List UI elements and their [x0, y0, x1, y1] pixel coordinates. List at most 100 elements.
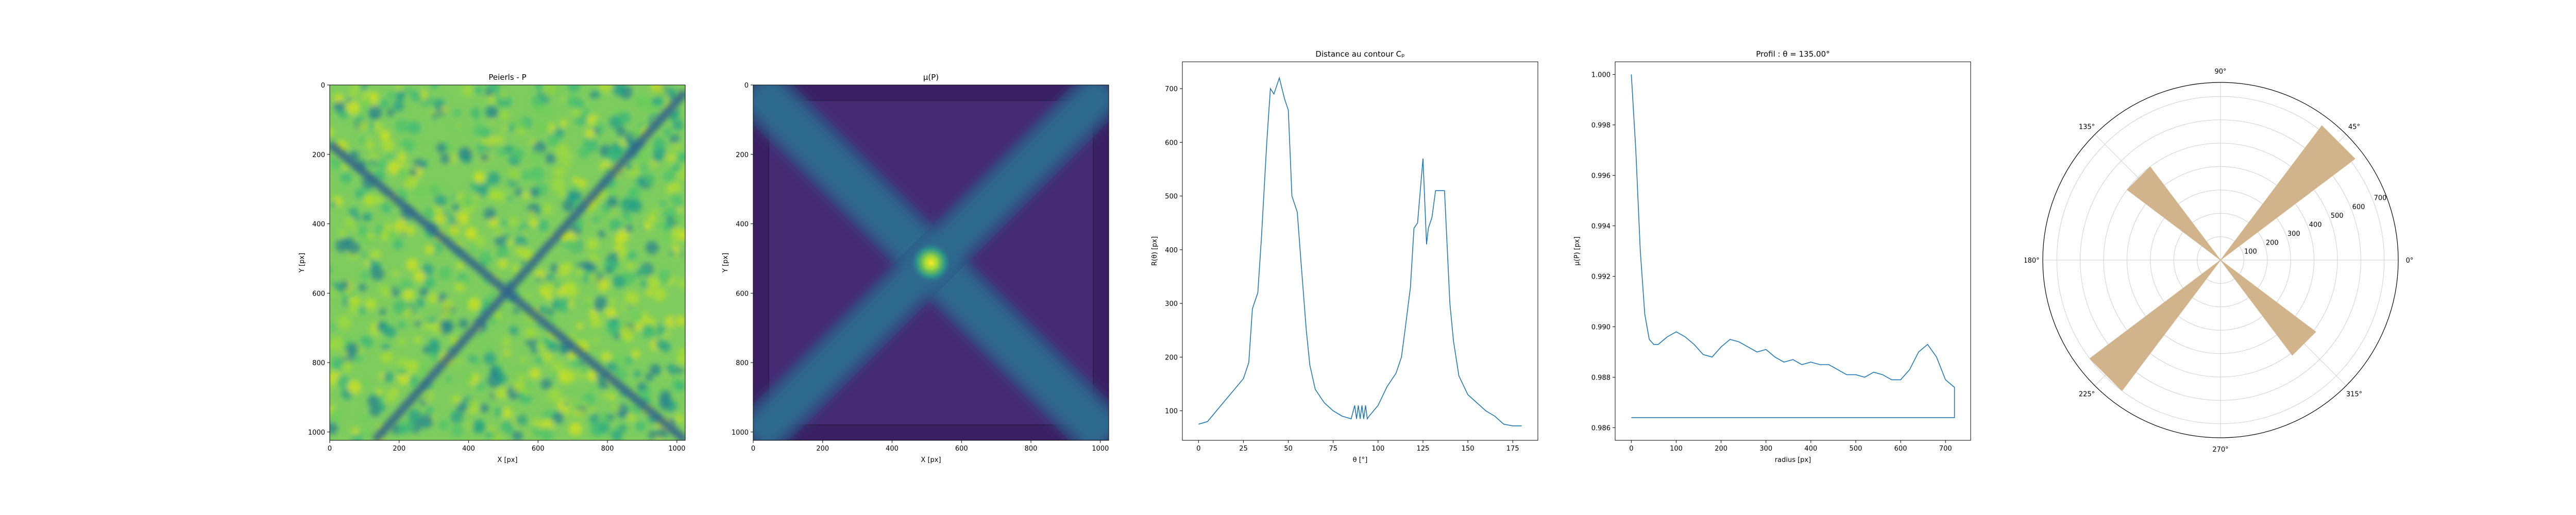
peierls-noise-blob	[588, 272, 598, 283]
peierls-noise-blob	[330, 336, 345, 351]
peierls-noise-blob	[359, 136, 366, 143]
peierls-noise-blob	[356, 224, 368, 236]
peierls-xtick-label: 200	[393, 445, 405, 453]
peierls-noise-blob	[539, 104, 553, 118]
peierls-noise-blob	[399, 147, 405, 153]
peierls-noise-blob	[392, 100, 404, 112]
mu-xtick-label: 200	[816, 445, 829, 453]
peierls-noise-blob	[569, 422, 583, 436]
peierls-noise-blob	[596, 210, 608, 221]
peierls-noise-blob	[522, 229, 528, 234]
peierls-noise-blob	[359, 283, 367, 291]
profile-xtick-label: 300	[1759, 445, 1772, 453]
peierls-noise-blob	[451, 424, 464, 437]
mu-title: μ(P)	[923, 73, 939, 82]
peierls-noise-blob	[349, 306, 359, 316]
distance-ytick-label: 600	[1165, 139, 1178, 147]
peierls-noise-blob	[458, 147, 473, 162]
peierls-noise-blob	[475, 183, 489, 197]
peierls-noise-blob	[345, 342, 359, 356]
peierls-noise-blob	[335, 239, 349, 253]
peierls-noise-blob	[330, 422, 338, 435]
peierls-noise-blob	[379, 308, 386, 315]
peierls-noise-blob	[532, 419, 541, 427]
peierls-noise-blob	[392, 388, 398, 394]
peierls-noise-blob	[438, 420, 449, 431]
peierls-noise-blob	[489, 292, 496, 299]
peierls-noise-blob	[368, 301, 375, 307]
polar-radial-label: 300	[2287, 230, 2300, 238]
peierls-noise-blob	[372, 322, 379, 328]
peierls-noise-blob	[606, 196, 618, 208]
peierls-noise-blob	[598, 377, 609, 389]
peierls-noise-blob	[397, 153, 406, 162]
peierls-noise-blob	[543, 85, 557, 97]
peierls-noise-blob	[652, 287, 666, 301]
distance-ytick-label: 400	[1165, 247, 1178, 254]
peierls-noise-blob	[470, 107, 481, 117]
peierls-noise-blob	[576, 322, 583, 330]
peierls-noise-blob	[502, 339, 510, 347]
peierls-noise-blob	[409, 168, 418, 177]
distance-ytick-label: 500	[1165, 193, 1178, 201]
peierls-noise-blob	[413, 184, 428, 199]
polar-angle-label: 270°	[2212, 446, 2228, 454]
peierls-noise-blob	[476, 333, 485, 342]
peierls-noise-blob	[580, 367, 588, 375]
polar-arm	[2220, 125, 2355, 261]
peierls-noise-blob	[591, 337, 599, 344]
peierls-noise-blob	[364, 97, 372, 104]
peierls-noise-blob	[535, 356, 544, 364]
peierls-noise-blob	[469, 181, 479, 190]
peierls-noise-blob	[618, 111, 631, 125]
mu-ytick-label: 200	[736, 151, 749, 159]
peierls-noise-blob	[567, 153, 573, 159]
peierls-noise-blob	[380, 99, 390, 109]
peierls-noise-blob	[608, 150, 622, 164]
peierls-noise-blob	[483, 344, 495, 355]
peierls-noise-blob	[383, 371, 394, 383]
peierls-noise-blob	[398, 338, 406, 346]
peierls-noise-blob	[515, 414, 528, 426]
peierls-noise-blob	[624, 356, 633, 365]
peierls-noise-blob	[370, 267, 384, 281]
peierls-noise-blob	[672, 119, 684, 131]
peierls-noise-blob	[403, 289, 414, 300]
peierls-noise-blob	[641, 324, 656, 338]
peierls-noise-blob	[445, 375, 452, 383]
peierls-noise-blob	[405, 359, 419, 373]
peierls-ytick-label: 1000	[308, 429, 325, 437]
peierls-noise-blob	[635, 270, 642, 277]
peierls-noise-blob	[379, 130, 391, 141]
peierls-noise-blob	[510, 122, 517, 129]
peierls-noise-blob	[416, 299, 425, 307]
peierls-noise-blob	[410, 90, 422, 102]
distance-ytick-label: 200	[1165, 354, 1178, 362]
peierls-noise-blob	[373, 122, 383, 131]
peierls-noise-blob	[552, 373, 558, 380]
peierls-noise-blob	[330, 201, 337, 208]
peierls-noise-blob	[609, 393, 616, 400]
peierls-noise-blob	[472, 419, 486, 433]
peierls-noise-blob	[608, 430, 615, 437]
peierls-noise-blob	[655, 339, 665, 350]
peierls-noise-blob	[523, 192, 530, 199]
peierls-noise-blob	[429, 342, 440, 354]
peierls-noise-blob	[474, 235, 486, 247]
peierls-noise-blob	[585, 129, 595, 139]
peierls-noise-blob	[601, 352, 611, 362]
peierls-noise-blob	[545, 153, 556, 164]
profile-ytick-label: 0.998	[1591, 122, 1611, 130]
peierls-noise-blob	[514, 188, 523, 196]
peierls-noise-blob	[535, 85, 544, 90]
peierls-noise-blob	[414, 315, 420, 321]
peierls-noise-blob	[537, 305, 548, 316]
peierls-noise-blob	[659, 390, 672, 403]
mu-xtick-label: 400	[886, 445, 899, 453]
peierls-ylabel: Y [px]	[298, 253, 306, 273]
peierls-noise-blob	[621, 304, 628, 311]
profile-frame	[1615, 61, 1971, 441]
peierls-noise-blob	[471, 143, 478, 150]
peierls-noise-blob	[672, 213, 683, 224]
peierls-noise-blob	[458, 318, 469, 329]
